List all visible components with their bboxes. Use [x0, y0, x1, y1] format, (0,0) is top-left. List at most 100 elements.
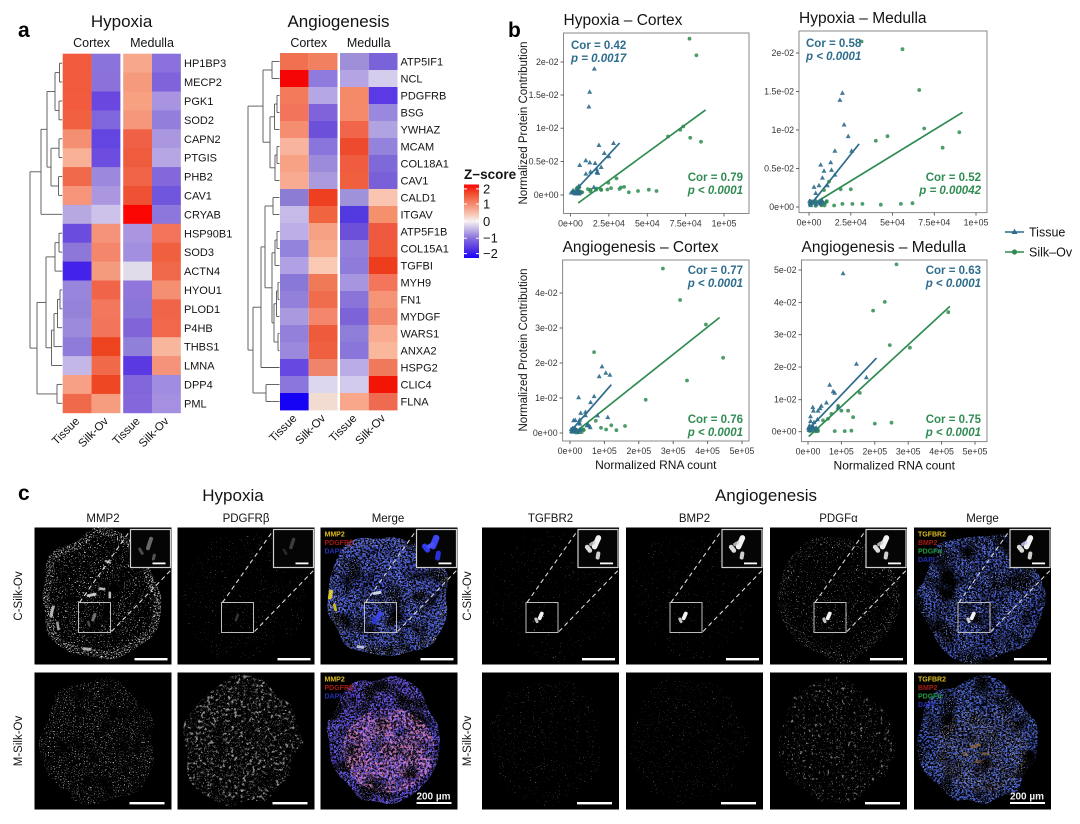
svg-text:0e+00: 0e+00 — [558, 446, 583, 456]
svg-text:CRYAB: CRYAB — [184, 209, 221, 221]
svg-text:BSG: BSG — [401, 108, 424, 120]
svg-text:5e-02: 5e-02 — [774, 265, 797, 275]
svg-text:PHB2: PHB2 — [184, 172, 213, 184]
svg-text:PDGFα: PDGFα — [819, 513, 858, 525]
svg-text:Silk-Ov: Silk-Ov — [76, 415, 111, 450]
svg-text:Hypoxia – Medulla: Hypoxia – Medulla — [799, 10, 927, 27]
svg-text:1e+05: 1e+05 — [964, 218, 989, 228]
svg-text:PDGFα: PDGFα — [918, 549, 942, 556]
svg-text:1e-02: 1e-02 — [774, 395, 797, 405]
svg-text:Cor = 0.63: Cor = 0.63 — [926, 265, 981, 277]
svg-text:Medulla: Medulla — [130, 36, 174, 50]
svg-text:2e+05: 2e+05 — [862, 447, 887, 457]
svg-text:ANXA2: ANXA2 — [401, 346, 437, 358]
svg-text:MCAM: MCAM — [401, 142, 435, 154]
svg-text:ATP5IF1: ATP5IF1 — [401, 57, 444, 69]
svg-text:4e-02: 4e-02 — [535, 288, 558, 298]
svg-text:Cortex: Cortex — [73, 36, 111, 50]
svg-text:Angiogenesis – Cortex: Angiogenesis – Cortex — [563, 239, 719, 256]
svg-text:Cortex: Cortex — [290, 36, 328, 50]
svg-text:PGK1: PGK1 — [184, 96, 213, 108]
svg-text:5e+04: 5e+04 — [880, 218, 905, 228]
svg-text:p = 0.0017: p = 0.0017 — [570, 53, 627, 65]
svg-text:MECP2: MECP2 — [184, 77, 222, 89]
svg-text:HYOU1: HYOU1 — [184, 285, 222, 297]
svg-text:1e-02: 1e-02 — [536, 123, 559, 133]
svg-text:Normalized Protein Contributio: Normalized Protein Contribution — [518, 42, 530, 205]
svg-text:Cor = 0.58: Cor = 0.58 — [806, 38, 862, 50]
svg-text:1.5e-02: 1.5e-02 — [529, 90, 559, 100]
svg-text:p = 0.00042: p = 0.00042 — [918, 185, 981, 197]
svg-text:BMP2: BMP2 — [918, 540, 938, 547]
svg-text:Silk–Ov: Silk–Ov — [1029, 246, 1073, 260]
svg-text:ATP5F1B: ATP5F1B — [401, 227, 448, 239]
svg-text:Cor = 0.76: Cor = 0.76 — [688, 414, 743, 426]
svg-text:3e-02: 3e-02 — [774, 330, 797, 340]
svg-text:TGFBR2: TGFBR2 — [918, 677, 946, 684]
svg-text:Merge: Merge — [966, 513, 999, 525]
svg-text:0e+00: 0e+00 — [769, 202, 794, 212]
svg-text:Medulla: Medulla — [347, 36, 391, 50]
svg-text:2e-02: 2e-02 — [774, 362, 797, 372]
svg-text:b: b — [508, 19, 521, 42]
svg-text:1.5e-02: 1.5e-02 — [764, 87, 794, 97]
svg-text:PTGIS: PTGIS — [184, 153, 217, 165]
svg-text:DPP4: DPP4 — [184, 379, 213, 391]
svg-text:4e+05: 4e+05 — [929, 447, 954, 457]
svg-text:2.5e+04: 2.5e+04 — [835, 218, 867, 228]
svg-text:Cor = 0.79: Cor = 0.79 — [688, 172, 743, 184]
svg-text:Hypoxia: Hypoxia — [91, 12, 153, 31]
svg-text:HP1BP3: HP1BP3 — [184, 58, 226, 70]
svg-text:FLNA: FLNA — [401, 397, 430, 409]
svg-text:DAPI: DAPI — [325, 694, 342, 701]
svg-text:3e-02: 3e-02 — [535, 323, 558, 333]
svg-text:5e+04: 5e+04 — [635, 219, 660, 229]
svg-text:0e+00: 0e+00 — [772, 427, 797, 437]
svg-text:Cor = 0.77: Cor = 0.77 — [688, 265, 743, 277]
svg-text:FN1: FN1 — [401, 295, 422, 307]
svg-text:TGFBI: TGFBI — [401, 261, 433, 273]
svg-text:P4HB: P4HB — [184, 323, 213, 335]
svg-text:1e+05: 1e+05 — [712, 219, 737, 229]
svg-text:DAPI: DAPI — [918, 557, 935, 564]
svg-text:1e+05: 1e+05 — [592, 446, 617, 456]
svg-text:2.5e+04: 2.5e+04 — [593, 219, 625, 229]
svg-text:7.5e+04: 7.5e+04 — [918, 218, 950, 228]
svg-text:PDGFRβ: PDGFRβ — [325, 540, 355, 547]
svg-text:MMP2: MMP2 — [325, 677, 345, 684]
svg-text:0.5e-02: 0.5e-02 — [764, 164, 794, 174]
svg-text:0e+00: 0e+00 — [796, 447, 821, 457]
svg-text:C-Silk-Ov: C-Silk-Ov — [462, 571, 474, 620]
svg-text:PML: PML — [184, 398, 207, 410]
svg-text:PDGFRB: PDGFRB — [401, 91, 447, 103]
svg-text:Tissue: Tissue — [1029, 226, 1065, 240]
svg-text:Cor = 0.42: Cor = 0.42 — [571, 40, 626, 52]
svg-text:C-Silk-Ov: C-Silk-Ov — [13, 571, 25, 620]
svg-text:TGFBR2: TGFBR2 — [528, 513, 573, 525]
svg-text:200 µm: 200 µm — [416, 792, 450, 803]
svg-text:Angiogenesis – Medulla: Angiogenesis – Medulla — [802, 239, 967, 256]
svg-text:0e+00: 0e+00 — [533, 428, 558, 438]
svg-text:SOD3: SOD3 — [184, 247, 214, 259]
svg-text:2e-02: 2e-02 — [772, 48, 795, 58]
svg-text:0e+00: 0e+00 — [797, 218, 822, 228]
svg-text:a: a — [18, 19, 30, 42]
svg-text:200 µm: 200 µm — [1010, 792, 1044, 803]
svg-text:DAPI: DAPI — [325, 549, 342, 556]
svg-text:M-Silk-Ov: M-Silk-Ov — [462, 716, 474, 767]
svg-text:Normalized Protein Contributio: Normalized Protein Contribution — [518, 269, 530, 432]
svg-text:7.5e+04: 7.5e+04 — [670, 219, 702, 229]
svg-text:p < 0.0001: p < 0.0001 — [805, 51, 861, 63]
svg-text:2e-02: 2e-02 — [535, 358, 558, 368]
svg-text:1e+05: 1e+05 — [829, 447, 854, 457]
svg-text:Merge: Merge — [372, 513, 405, 525]
svg-text:CAPN2: CAPN2 — [184, 134, 221, 146]
svg-text:WARS1: WARS1 — [401, 329, 440, 341]
svg-text:2e-02: 2e-02 — [536, 57, 559, 67]
svg-text:BMP2: BMP2 — [918, 685, 938, 692]
svg-text:HSPG2: HSPG2 — [401, 363, 438, 375]
svg-text:Silk-Ov: Silk-Ov — [294, 412, 329, 447]
svg-text:THBS1: THBS1 — [184, 342, 219, 354]
svg-text:CLIC4: CLIC4 — [401, 380, 432, 392]
svg-text:3e+05: 3e+05 — [661, 446, 686, 456]
